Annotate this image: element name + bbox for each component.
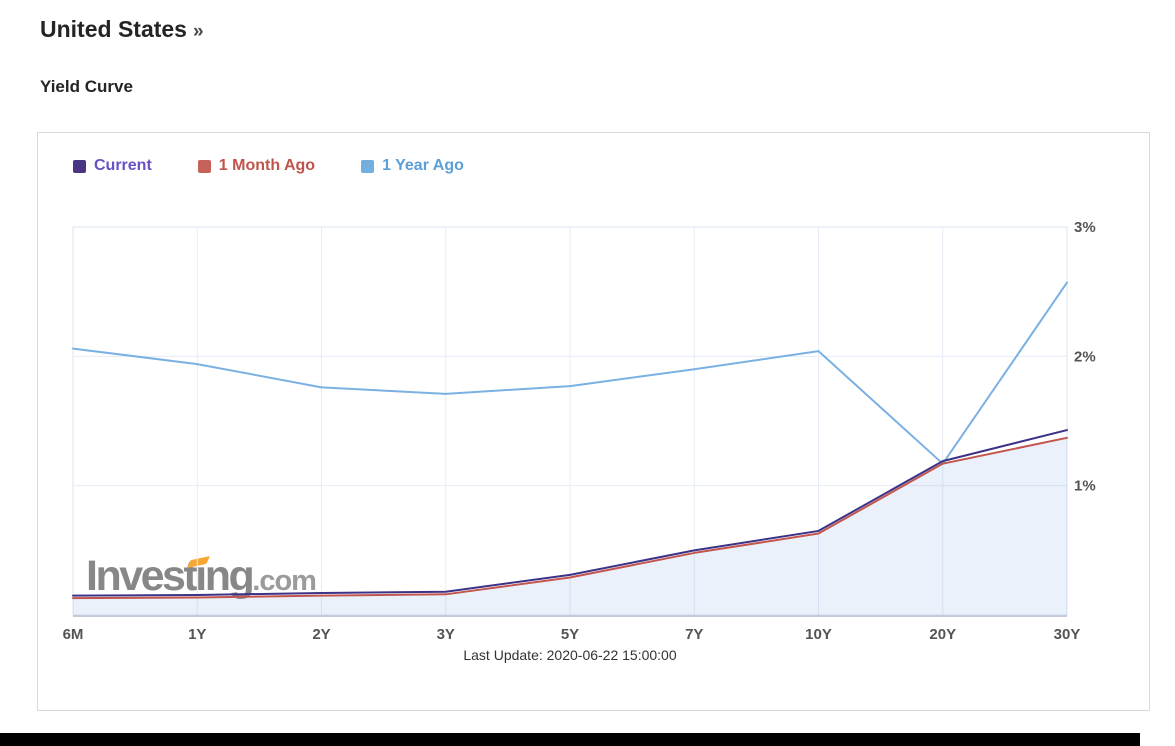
x-axis-label: 20Y	[929, 626, 956, 643]
y-axis-label: 1%	[1074, 478, 1096, 495]
y-axis-label: 3%	[1074, 219, 1096, 236]
legend: Current 1 Month Ago 1 Year Ago	[73, 157, 464, 175]
legend-item-1-month-ago[interactable]: 1 Month Ago	[197, 157, 316, 175]
legend-item-current[interactable]: Current	[73, 157, 152, 175]
legend-swatch-icon	[361, 159, 375, 173]
country-title-link[interactable]: United States»	[40, 16, 204, 43]
yield-curve-chart[interactable]: 6M 1Y 2Y 3Y 5Y 7Y 10Y 20Y 30Y 1% 2% 3%	[38, 133, 1149, 710]
line-1-year-ago	[72, 281, 1068, 465]
x-axis-label: 30Y	[1054, 626, 1081, 643]
y-axis-label: 2%	[1074, 348, 1096, 365]
x-axis-label: 7Y	[685, 626, 703, 643]
legend-label: Current	[94, 157, 152, 174]
legend-swatch-icon	[73, 159, 86, 173]
chart-panel: Current 1 Month Ago 1 Year Ago Investing.c…	[37, 132, 1150, 711]
x-axis-label: 10Y	[805, 626, 832, 643]
last-update-text: Last Update: 2020-06-22 15:00:00	[463, 647, 677, 663]
bottom-black-bar	[0, 733, 1140, 746]
country-title: United States	[40, 16, 187, 42]
x-axis-label: 3Y	[437, 626, 455, 643]
watermark-logo: Investing.com	[86, 552, 317, 601]
line-1-month-ago	[72, 436, 1068, 600]
legend-label: 1 Month Ago	[218, 157, 316, 174]
chart-subtitle: Yield Curve	[40, 77, 133, 96]
line-current	[72, 429, 1068, 597]
area-fill-1-month-ago	[73, 437, 1067, 615]
legend-label: 1 Year Ago	[382, 157, 464, 174]
legend-swatch-icon	[197, 159, 211, 173]
watermark-suffix-text: .com	[252, 565, 317, 597]
watermark-brand-text: Investing	[86, 552, 255, 600]
x-axis-label: 1Y	[188, 626, 206, 643]
chevron-right-icon: »	[192, 21, 204, 42]
x-axis-label: 5Y	[561, 626, 579, 643]
x-axis-label: 2Y	[312, 626, 330, 643]
x-axis-label: 6M	[63, 626, 84, 643]
legend-item-1-year-ago[interactable]: 1 Year Ago	[361, 157, 464, 175]
